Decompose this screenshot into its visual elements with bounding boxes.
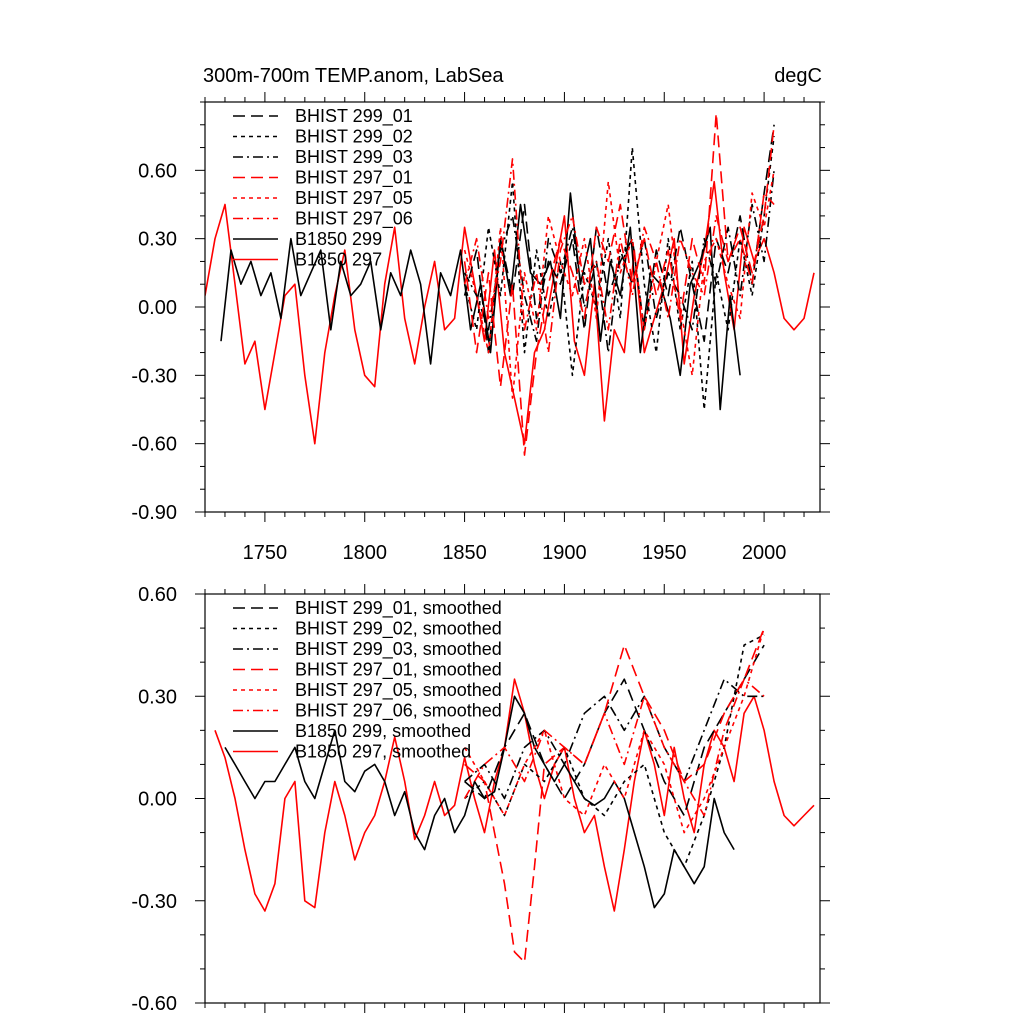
panel-2-legend-label: BHIST 297_06, smoothed bbox=[295, 701, 502, 722]
panel-1-x-tick-label: 1800 bbox=[342, 542, 387, 564]
panel-1-x-tick-label: 2000 bbox=[742, 542, 787, 564]
panel-2-series-line bbox=[463, 678, 765, 817]
panel-1-legend-label: BHIST 299_01 bbox=[295, 106, 413, 127]
panel-1-series-line bbox=[463, 158, 775, 354]
panel-2-y-tick-label: 0.00 bbox=[138, 789, 177, 811]
panel-2-series-line bbox=[224, 695, 735, 909]
panel-1-y-tick-label: -0.90 bbox=[131, 502, 177, 524]
panel-2-legend-label: BHIST 297_05, smoothed bbox=[295, 680, 502, 701]
panel-1-x-tick-label: 1850 bbox=[442, 542, 487, 564]
panel-1-series-line bbox=[205, 180, 815, 445]
panel-1-title: 300m-700m TEMP.anom, LabSea bbox=[203, 65, 504, 87]
panel-1-series-line bbox=[463, 112, 775, 456]
panel-2-legend-label: BHIST 299_01, smoothed bbox=[295, 598, 502, 619]
panel-1-x-tick-label: 1750 bbox=[243, 542, 288, 564]
panel-2-series-line bbox=[463, 627, 765, 834]
panel-2-legend-label: BHIST 299_03, smoothed bbox=[295, 639, 502, 660]
panel-2-y-tick-label: -0.60 bbox=[131, 993, 177, 1015]
panel-2-legend-label: B1850 299, smoothed bbox=[295, 721, 471, 741]
panel-1-y-tick-label: 0.30 bbox=[138, 229, 177, 251]
panel-1-y-tick-label: 0.00 bbox=[138, 297, 177, 319]
panel-2-y-tick-label: -0.30 bbox=[131, 891, 177, 913]
panel-1-legend-label: BHIST 297_01 bbox=[295, 168, 413, 189]
panel-2-series-line bbox=[464, 627, 765, 963]
panel-2-legend-label: BHIST 299_02, smoothed bbox=[295, 619, 502, 640]
panel-2-legend-label: BHIST 297_01, smoothed bbox=[295, 660, 502, 681]
panel-1-legend-label: BHIST 299_02 bbox=[295, 127, 413, 148]
panel-1-x-tick-label: 1950 bbox=[642, 542, 687, 564]
panel-2-y-tick-label: 0.60 bbox=[138, 584, 177, 606]
panel-2-series-line bbox=[214, 678, 815, 912]
panel-1-legend-label: BHIST 297_05 bbox=[295, 188, 413, 209]
panel-1-y-tick-label: -0.30 bbox=[131, 365, 177, 387]
panel-1-y-tick-label: -0.60 bbox=[131, 434, 177, 456]
panel-1-series-line bbox=[463, 170, 775, 354]
panel-1-series-line bbox=[463, 170, 775, 399]
panel-1-y-tick-label: 0.60 bbox=[138, 160, 177, 182]
panel-1-units: degC bbox=[774, 65, 822, 87]
panel-2-legend-label: B1850 297, smoothed bbox=[295, 742, 471, 762]
panel-1-legend-label: B1850 299 bbox=[295, 229, 382, 249]
panel-1-series-line bbox=[463, 124, 775, 354]
panel-2-series-line bbox=[464, 644, 765, 817]
panel-2-series-line bbox=[464, 634, 765, 868]
panel-1-legend-label: BHIST 299_03 bbox=[295, 147, 413, 168]
panel-1-legend-label: BHIST 297_06 bbox=[295, 209, 413, 230]
panel-2-y-tick-label: 0.30 bbox=[138, 686, 177, 708]
panel-1-x-tick-label: 1900 bbox=[542, 542, 587, 564]
panel-1-legend-label: B1850 297 bbox=[295, 250, 382, 270]
panel-2-series-line bbox=[464, 678, 765, 800]
